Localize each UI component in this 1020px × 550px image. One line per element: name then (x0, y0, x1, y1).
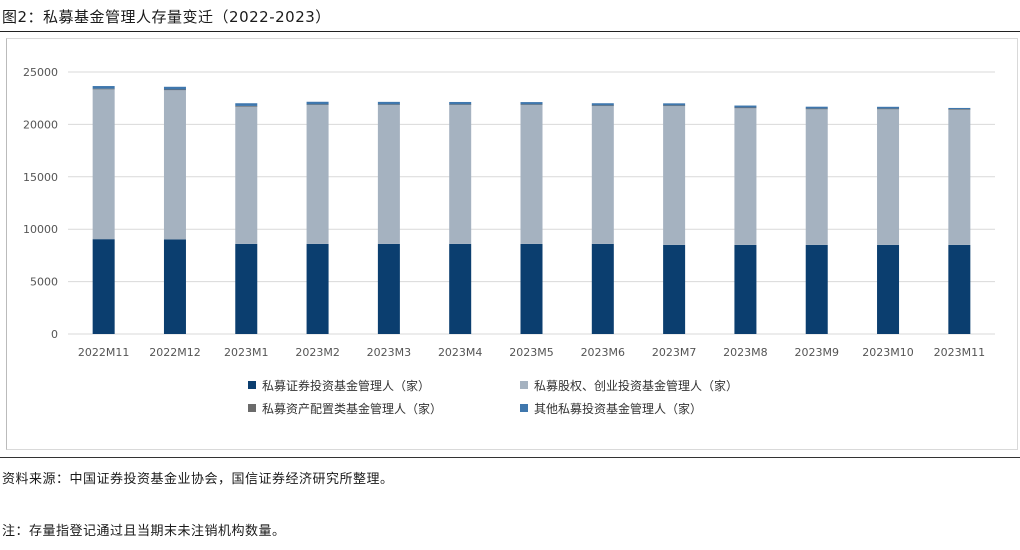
bar-segment-series-4 (235, 103, 258, 106)
bar-segment-series-3 (306, 104, 329, 105)
legend-swatch (520, 381, 528, 389)
bar-segment-series-1 (948, 244, 971, 334)
bar-segment-series-3 (92, 88, 115, 90)
bar-segment-series-1 (591, 243, 614, 334)
bar-segment-series-3 (663, 105, 686, 107)
bar-segment-series-2 (449, 104, 472, 244)
bar-segment-series-1 (663, 244, 686, 334)
x-axis-ticks: 2022M11 2022M12 2023M1 2023M2 2023M3 2023M4 20… (78, 346, 985, 359)
bar-segment-series-3 (805, 108, 828, 110)
bar-segment-series-2 (805, 108, 828, 245)
chart: 0 5000 10000 15000 20000 25000 2022M11 2022M12… (23, 66, 995, 416)
x-tick-label: 2023M6 (581, 346, 625, 359)
title-divider (0, 31, 1020, 32)
x-tick-label: 2023M10 (862, 346, 913, 359)
x-tick-label: 2023M8 (723, 346, 767, 359)
x-tick-label: 2023M1 (224, 346, 268, 359)
x-tick-label: 2023M3 (367, 346, 411, 359)
bar-segment-series-4 (948, 107, 971, 110)
bar-segment-series-1 (877, 244, 900, 334)
bar-segment-series-4 (377, 101, 400, 105)
bar-segment-series-4 (591, 103, 614, 106)
legend: 私募证券投资基金管理人（家） 私募股权、创业投资基金管理人（家） 私募资产配置类基金… (248, 378, 738, 416)
bar-segment-series-3 (734, 107, 757, 109)
legend-label: 私募资产配置类基金管理人（家） (262, 401, 442, 416)
bar-segment-series-2 (163, 89, 186, 240)
y-axis-ticks: 0 5000 10000 15000 20000 25000 (23, 66, 58, 341)
legend-label: 其他私募投资基金管理人（家） (534, 401, 702, 416)
x-tick-label: 2023M9 (794, 346, 838, 359)
bar-segment-series-4 (520, 102, 543, 105)
chart-frame (6, 38, 1018, 450)
legend-swatch (248, 404, 256, 412)
bar-segment-series-2 (877, 108, 900, 245)
bar-segment-series-2 (591, 105, 614, 244)
footer-divider (0, 457, 1020, 458)
bar-segment-series-4 (306, 101, 329, 105)
bar-segment-series-4 (449, 101, 472, 105)
source-note: 资料来源：中国证券投资基金业协会，国信证券经济研究所整理。 (2, 472, 394, 487)
bar-segment-series-1 (734, 244, 757, 334)
x-tick-label: 2022M12 (149, 346, 200, 359)
bar-segment-series-4 (805, 106, 828, 109)
bar-segment-series-4 (877, 106, 900, 109)
bar-segment-series-3 (520, 104, 543, 105)
bar-segment-series-3 (235, 105, 258, 107)
bar-stacks (92, 86, 971, 334)
legend-swatch (520, 404, 528, 412)
x-tick-label: 2023M2 (295, 346, 339, 359)
bar-segment-series-2 (948, 109, 971, 245)
y-tick-label: 5000 (30, 276, 58, 289)
y-tick-label: 25000 (23, 66, 58, 79)
bar-segment-series-2 (235, 106, 258, 244)
x-tick-label: 2023M7 (652, 346, 696, 359)
bar-segment-series-2 (663, 105, 686, 245)
x-tick-label: 2022M11 (78, 346, 129, 359)
bar-segment-series-1 (449, 243, 472, 334)
bar-segment-series-4 (163, 86, 186, 90)
bar-segment-series-2 (734, 107, 757, 245)
bar-segment-series-4 (663, 103, 686, 106)
bar-segment-series-1 (805, 244, 828, 334)
footnote: 注：存量指登记通过且当期末未注销机构数量。 (2, 524, 286, 539)
bar-segment-series-4 (92, 86, 115, 89)
y-tick-label: 0 (51, 328, 58, 341)
bar-segment-series-3 (449, 104, 472, 105)
bar-segment-series-1 (92, 239, 115, 334)
bar-segment-series-4 (734, 105, 757, 108)
bar-segment-series-2 (520, 104, 543, 244)
figure-title: 图2：私募基金管理人存量变迁（2022-2023） (2, 8, 331, 26)
x-tick-label: 2023M4 (438, 346, 482, 359)
y-tick-label: 20000 (23, 118, 58, 131)
bar-segment-series-3 (948, 109, 971, 110)
bar-segment-series-3 (591, 105, 614, 107)
y-tick-label: 10000 (23, 223, 58, 236)
bar-segment-series-2 (306, 104, 329, 244)
y-tick-label: 15000 (23, 171, 58, 184)
bar-segment-series-1 (163, 239, 186, 334)
bar-segment-series-2 (377, 104, 400, 244)
x-tick-label: 2023M5 (509, 346, 553, 359)
bar-segment-series-1 (377, 243, 400, 334)
bar-segment-series-2 (92, 88, 115, 240)
bar-segment-series-3 (377, 104, 400, 105)
bar-segment-series-1 (520, 243, 543, 334)
bar-segment-series-1 (235, 243, 258, 334)
bar-segment-series-3 (163, 89, 186, 91)
bar-segment-series-1 (306, 243, 329, 334)
x-tick-label: 2023M11 (934, 346, 985, 359)
bar-segment-series-3 (877, 108, 900, 110)
legend-label: 私募股权、创业投资基金管理人（家） (534, 378, 738, 393)
legend-label: 私募证券投资基金管理人（家） (262, 378, 430, 393)
legend-swatch (248, 381, 256, 389)
